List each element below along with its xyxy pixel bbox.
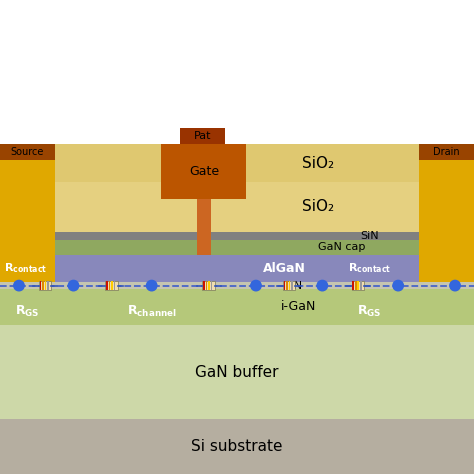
Text: Drain: Drain bbox=[433, 147, 460, 157]
Text: SiO₂: SiO₂ bbox=[301, 155, 334, 171]
FancyBboxPatch shape bbox=[289, 281, 291, 290]
FancyBboxPatch shape bbox=[0, 144, 55, 160]
FancyBboxPatch shape bbox=[45, 281, 46, 290]
FancyBboxPatch shape bbox=[291, 281, 293, 290]
FancyBboxPatch shape bbox=[202, 281, 215, 290]
Text: AlN: AlN bbox=[284, 281, 303, 291]
FancyBboxPatch shape bbox=[0, 325, 474, 419]
FancyBboxPatch shape bbox=[105, 281, 118, 290]
Text: SiN: SiN bbox=[360, 231, 379, 241]
FancyBboxPatch shape bbox=[0, 182, 474, 232]
FancyBboxPatch shape bbox=[360, 281, 362, 290]
Circle shape bbox=[393, 280, 403, 291]
FancyBboxPatch shape bbox=[180, 128, 225, 144]
FancyBboxPatch shape bbox=[0, 419, 474, 474]
FancyBboxPatch shape bbox=[0, 232, 474, 240]
FancyBboxPatch shape bbox=[0, 144, 474, 182]
Circle shape bbox=[14, 280, 24, 291]
FancyBboxPatch shape bbox=[161, 144, 246, 199]
FancyBboxPatch shape bbox=[355, 281, 356, 290]
FancyBboxPatch shape bbox=[210, 281, 212, 290]
FancyBboxPatch shape bbox=[40, 281, 41, 290]
FancyBboxPatch shape bbox=[203, 281, 205, 290]
FancyBboxPatch shape bbox=[208, 281, 210, 290]
FancyBboxPatch shape bbox=[113, 281, 115, 290]
Text: $\mathbf{R}_{\mathbf{contact}}$: $\mathbf{R}_{\mathbf{contact}}$ bbox=[4, 261, 47, 275]
Text: $\mathbf{R}_{\mathbf{GS}}$: $\mathbf{R}_{\mathbf{GS}}$ bbox=[15, 304, 40, 319]
FancyBboxPatch shape bbox=[419, 144, 474, 282]
Text: Gate: Gate bbox=[189, 165, 219, 178]
Text: Source: Source bbox=[10, 147, 44, 157]
Text: $\mathbf{R}_{\mathbf{channel}}$: $\mathbf{R}_{\mathbf{channel}}$ bbox=[127, 304, 177, 319]
FancyBboxPatch shape bbox=[352, 281, 364, 290]
FancyBboxPatch shape bbox=[39, 281, 51, 290]
Circle shape bbox=[450, 280, 460, 291]
Text: i-GaN: i-GaN bbox=[281, 301, 316, 313]
Text: SiO₂: SiO₂ bbox=[301, 200, 334, 214]
FancyBboxPatch shape bbox=[0, 240, 474, 255]
FancyBboxPatch shape bbox=[0, 282, 474, 289]
FancyBboxPatch shape bbox=[111, 281, 113, 290]
Text: GaN buffer: GaN buffer bbox=[195, 365, 279, 380]
Text: Si substrate: Si substrate bbox=[191, 439, 283, 454]
Circle shape bbox=[251, 280, 261, 291]
Text: AlGaN: AlGaN bbox=[263, 262, 306, 275]
Circle shape bbox=[317, 280, 328, 291]
FancyBboxPatch shape bbox=[286, 281, 288, 290]
FancyBboxPatch shape bbox=[0, 144, 55, 282]
FancyBboxPatch shape bbox=[357, 281, 359, 290]
FancyBboxPatch shape bbox=[0, 289, 474, 325]
FancyBboxPatch shape bbox=[419, 144, 474, 160]
FancyBboxPatch shape bbox=[42, 281, 44, 290]
Text: $\mathbf{R}_{\mathbf{contact}}$: $\mathbf{R}_{\mathbf{contact}}$ bbox=[348, 261, 392, 275]
Circle shape bbox=[146, 280, 157, 291]
FancyBboxPatch shape bbox=[106, 281, 108, 290]
Text: GaN cap: GaN cap bbox=[318, 242, 365, 253]
FancyBboxPatch shape bbox=[206, 281, 207, 290]
FancyBboxPatch shape bbox=[197, 199, 211, 255]
FancyBboxPatch shape bbox=[47, 281, 49, 290]
Text: $\mathbf{R}_{\mathbf{GS}}$: $\mathbf{R}_{\mathbf{GS}}$ bbox=[357, 304, 382, 319]
FancyBboxPatch shape bbox=[353, 281, 354, 290]
FancyBboxPatch shape bbox=[283, 281, 295, 290]
Text: Pat: Pat bbox=[194, 131, 211, 141]
FancyBboxPatch shape bbox=[284, 281, 285, 290]
FancyBboxPatch shape bbox=[0, 255, 474, 282]
FancyBboxPatch shape bbox=[109, 281, 110, 290]
Circle shape bbox=[68, 280, 79, 291]
